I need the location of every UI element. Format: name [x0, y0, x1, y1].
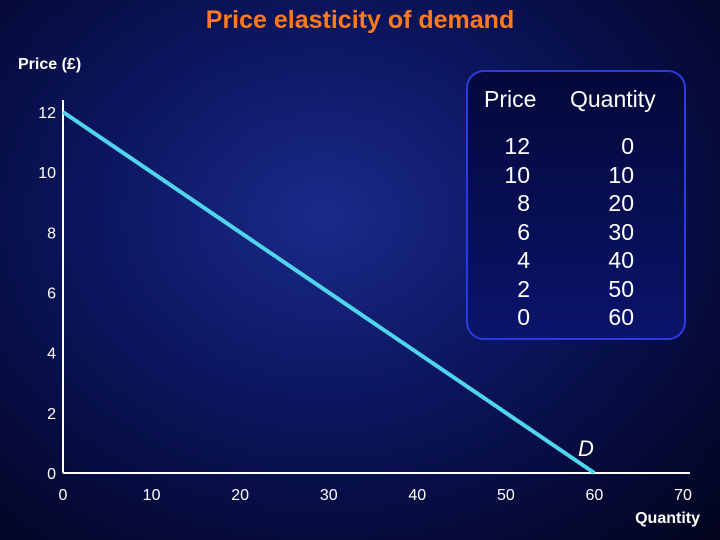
x-tick-label: 10: [143, 487, 161, 504]
y-tick-label: 10: [38, 165, 56, 182]
table-cell-price: 6: [517, 218, 530, 245]
chart-title: Price elasticity of demand: [205, 6, 515, 34]
table-cell-quantity: 60: [608, 304, 634, 330]
table-cell-quantity: 40: [608, 247, 634, 273]
table-cell-quantity: 0: [621, 133, 634, 159]
x-tick-label: 30: [320, 487, 338, 504]
x-tick-label: 60: [586, 487, 604, 504]
x-axis-label: Quantity: [635, 510, 700, 527]
x-tick-label: 50: [497, 487, 515, 504]
y-tick-label: 12: [38, 105, 56, 122]
table-cell-quantity: 30: [608, 218, 634, 245]
demand-curve-label: D: [578, 436, 594, 461]
y-tick-label: 2: [47, 406, 56, 423]
table-cell-price: 4: [517, 247, 530, 273]
table-cell-quantity: 10: [608, 161, 634, 188]
demand-curve-line: [61, 110, 596, 475]
table-cell-quantity: 20: [608, 190, 634, 216]
table-cell-price: 2: [517, 275, 530, 302]
table-cell-price: 12: [504, 133, 530, 159]
x-axis-ticks: 0 10 20 30 40 50 60 70: [59, 487, 692, 504]
y-tick-label: 6: [47, 286, 56, 303]
table-cell-quantity: 50: [608, 275, 634, 302]
table-cell-price: 0: [517, 304, 530, 330]
y-axis-ticks: 0 2 4 6 8 10 12: [38, 105, 56, 483]
quantity-column: 0 10 20 30 40 50 60: [586, 132, 634, 332]
x-tick-label: 0: [59, 487, 68, 504]
y-tick-label: 8: [47, 225, 56, 242]
price-quantity-table: Price Quantity 12 10 8 6 4 2 0 0 10 20 30 40 50 60: [466, 70, 686, 340]
x-tick-label: 40: [408, 487, 426, 504]
y-tick-label: 0: [47, 466, 56, 483]
table-cell-price: 10: [504, 161, 530, 188]
table-header-price: Price: [484, 86, 537, 112]
table-cell-price: 8: [517, 190, 530, 216]
x-tick-label: 70: [674, 487, 692, 504]
x-tick-label: 20: [231, 487, 249, 504]
table-header-quantity: Quantity: [570, 86, 656, 112]
y-axis-label: Price (£): [18, 56, 82, 73]
y-tick-label: 4: [47, 346, 56, 363]
price-column: 12 10 8 6 4 2 0: [488, 132, 530, 332]
